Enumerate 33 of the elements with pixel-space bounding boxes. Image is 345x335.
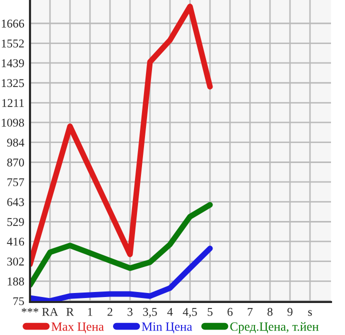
legend-label: Min Цена	[142, 322, 192, 334]
y-tick-label: 1325	[2, 79, 24, 88]
x-tick-label: R	[66, 308, 74, 316]
y-tick-label: 870	[7, 158, 24, 166]
x-tick-label: 5	[208, 308, 212, 316]
x-tick-label: ***	[22, 308, 38, 312]
x-tick-label: 8	[268, 308, 272, 316]
y-tick-label: 416	[6, 238, 24, 246]
y-tick-label: 302	[7, 258, 24, 266]
x-tick-label: 3,5	[143, 308, 157, 318]
y-tick-label: 984	[7, 138, 24, 147]
x-tick-label: 1	[88, 308, 92, 316]
x-tick-label: 4,5	[182, 308, 197, 318]
y-tick-label: 1666	[2, 20, 24, 28]
x-tick-label: RA	[42, 308, 58, 316]
y-tick-label: 757	[8, 178, 24, 186]
x-tick-label: 3	[128, 308, 132, 316]
x-tick-label: 9	[287, 308, 292, 316]
x-tick-label: 2	[108, 308, 112, 316]
y-tick-label: 1098	[2, 118, 24, 127]
y-tick-label: 1211	[2, 99, 24, 107]
legend-label: Сред.Цена, т.йен	[230, 322, 319, 334]
y-tick-label: 1439	[2, 59, 24, 68]
y-tick-label: 188	[8, 277, 24, 286]
y-tick-label: 75	[13, 297, 24, 306]
y-tick-label: 529	[7, 218, 24, 226]
x-tick-label: 6	[228, 308, 233, 316]
y-tick-label: 643	[7, 198, 24, 206]
x-tick-label: 4	[167, 308, 173, 316]
x-tick-label: 7	[248, 308, 253, 316]
y-tick-label: 1552	[2, 40, 24, 48]
legend-label: Max Цена	[52, 322, 104, 334]
x-tick-label: s	[308, 310, 312, 316]
